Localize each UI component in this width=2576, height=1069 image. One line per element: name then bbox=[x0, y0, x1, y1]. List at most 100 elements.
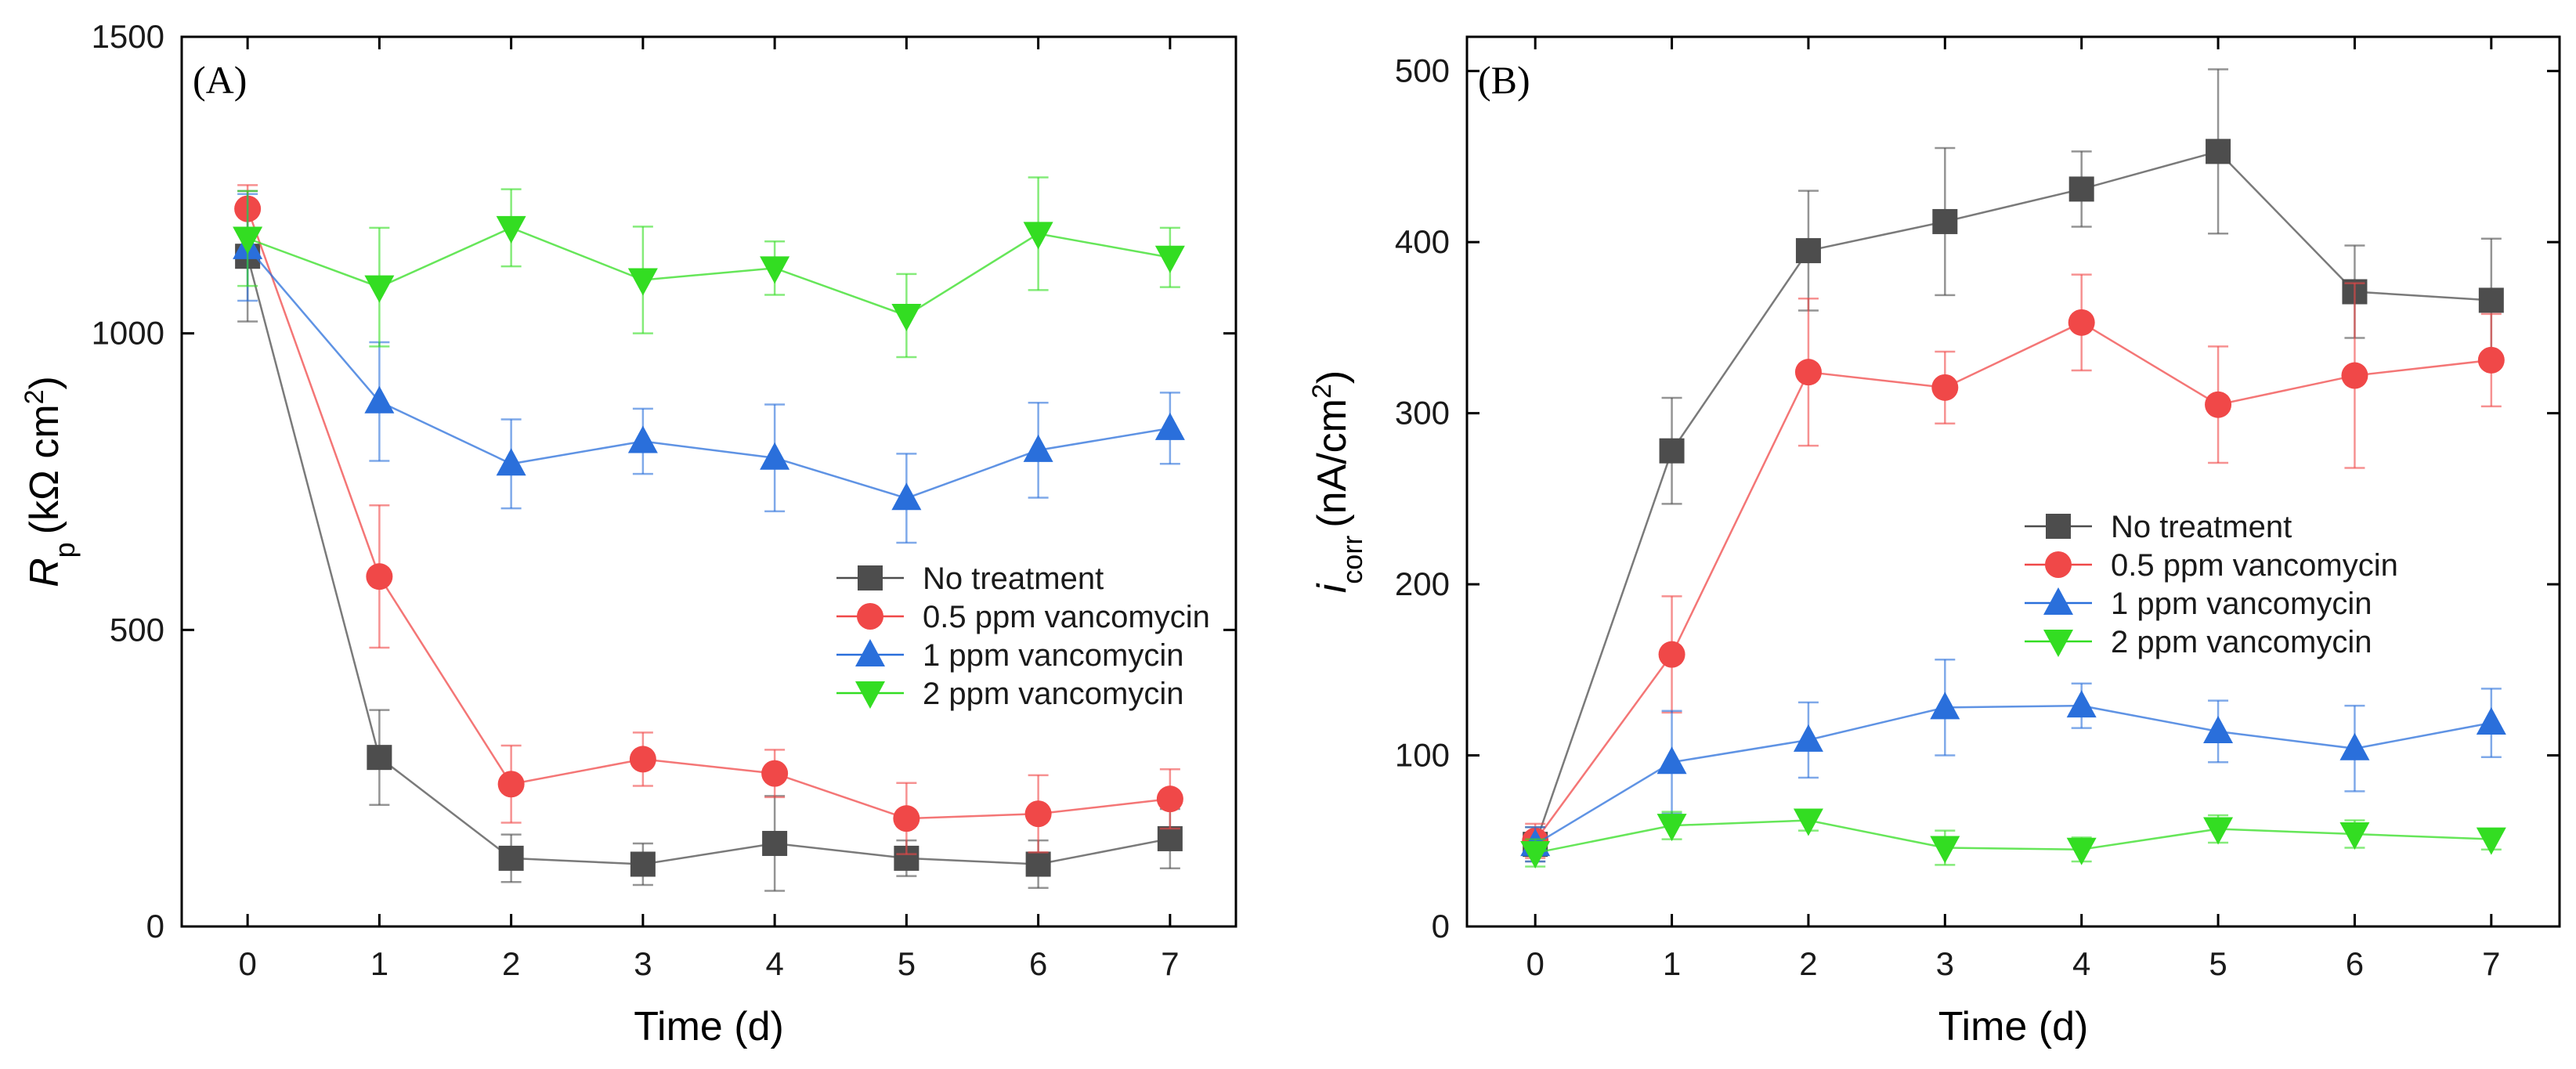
data-point-b-3 bbox=[2476, 827, 2506, 855]
data-point-b-3 bbox=[2203, 817, 2234, 845]
series-a-2 bbox=[233, 193, 1185, 544]
data-point-a-1 bbox=[893, 805, 920, 832]
data-point-b-2 bbox=[1930, 692, 1960, 720]
data-point-a-2 bbox=[1154, 412, 1185, 440]
data-point-b-0 bbox=[2068, 176, 2094, 202]
data-point-b-1 bbox=[1931, 374, 1959, 401]
y-axis-title-sub-a: p bbox=[49, 542, 81, 558]
data-point-a-0 bbox=[762, 830, 788, 856]
data-point-a-0 bbox=[1025, 851, 1051, 877]
legend-label-b-1: 0.5 ppm vancomycin bbox=[2111, 548, 2398, 583]
legend-label-a-3: 2 ppm vancomycin bbox=[923, 677, 1183, 711]
x-tick-label-a: 1 bbox=[370, 945, 388, 982]
plot-frame-a bbox=[180, 35, 1237, 928]
data-point-b-0 bbox=[2206, 139, 2231, 164]
y-tick-label-b: 0 bbox=[1432, 908, 1450, 944]
y-axis-title-b: icorr (nA/cm2) bbox=[1307, 370, 1368, 594]
series-line-a-0 bbox=[246, 255, 1171, 865]
x-tick-label-b: 3 bbox=[1936, 945, 1954, 982]
data-point-a-2 bbox=[1023, 434, 1053, 462]
data-point-b-1 bbox=[2477, 346, 2505, 374]
x-tick-label-b: 6 bbox=[2346, 945, 2364, 982]
legend-label-a-0: No treatment bbox=[923, 562, 1104, 596]
data-point-b-2 bbox=[1793, 724, 1823, 752]
data-point-b-1 bbox=[2068, 309, 2095, 336]
data-point-a-2 bbox=[760, 442, 790, 470]
data-point-b-1 bbox=[2205, 391, 2232, 418]
data-point-b-2 bbox=[2203, 715, 2234, 743]
legend-marker-b-0 bbox=[2046, 514, 2071, 539]
series-line-b-3 bbox=[1534, 819, 2491, 854]
data-point-a-1 bbox=[1024, 800, 1052, 828]
data-point-b-3 bbox=[1657, 814, 1687, 842]
data-point-a-3 bbox=[233, 226, 263, 255]
y-axis-title-sup-a: 2 bbox=[20, 389, 49, 404]
x-tick-label-b: 0 bbox=[1526, 945, 1545, 982]
y-axis-title-a: Rp (kΩ cm2) bbox=[20, 376, 81, 587]
data-point-a-0 bbox=[1157, 825, 1183, 851]
x-tick-label-a: 2 bbox=[502, 945, 520, 982]
plot-frame-b bbox=[1465, 35, 2561, 928]
x-axis-title-b: Time (d) bbox=[1938, 1004, 2089, 1049]
series-line-b-2 bbox=[1534, 704, 2492, 846]
data-point-b-0 bbox=[1659, 438, 1685, 464]
x-tick-label-a: 0 bbox=[238, 945, 256, 982]
data-point-a-0 bbox=[630, 851, 656, 877]
panel-label-a: (A) bbox=[193, 58, 247, 102]
data-point-b-0 bbox=[1795, 238, 1821, 264]
y-tick-label-a: 1000 bbox=[92, 315, 164, 352]
y-tick-label-b: 100 bbox=[1395, 737, 1450, 774]
data-point-b-3 bbox=[2066, 837, 2097, 865]
x-tick-label-b: 1 bbox=[1663, 945, 1681, 982]
data-point-a-2 bbox=[627, 425, 658, 453]
series-a-3 bbox=[233, 176, 1185, 359]
legend-label-b-3: 2 ppm vancomycin bbox=[2111, 625, 2372, 659]
x-tick-label-a: 4 bbox=[765, 945, 783, 982]
legend-marker-a-3 bbox=[855, 681, 885, 709]
chart-panel-b: 0 1 2 3 4 5 6 7 0 100 200 300 400 500 Time (d) icorr (nA… bbox=[1307, 35, 2561, 1049]
legend-marker-b-3 bbox=[2043, 630, 2073, 657]
x-tick-label-b: 2 bbox=[1799, 945, 1817, 982]
data-point-a-2 bbox=[891, 482, 922, 511]
x-tick-label-a: 3 bbox=[634, 945, 652, 982]
data-point-a-3 bbox=[496, 215, 526, 244]
legend-b: No treatment 0.5 ppm vancomycin 1 ppm vanc… bbox=[2025, 510, 2398, 659]
legend-label-b-0: No treatment bbox=[2111, 510, 2292, 544]
data-point-b-2 bbox=[2066, 690, 2097, 718]
y-axis-title-sub-b: corr bbox=[1336, 536, 1368, 584]
series-b-3 bbox=[1520, 808, 2506, 869]
data-point-b-2 bbox=[2476, 707, 2506, 735]
data-point-a-3 bbox=[364, 275, 395, 303]
x-axis-title-a: Time (d) bbox=[634, 1004, 784, 1049]
data-point-b-3 bbox=[2339, 822, 2370, 851]
data-point-a-0 bbox=[498, 845, 524, 871]
series-line-b-1 bbox=[1534, 321, 2491, 842]
data-point-b-1 bbox=[1658, 641, 1685, 668]
y-axis-title-unit-b: (nA/cm bbox=[1310, 399, 1355, 528]
y-tick-label-b: 400 bbox=[1395, 223, 1450, 260]
data-point-a-3 bbox=[627, 268, 658, 296]
data-point-a-1 bbox=[761, 760, 789, 787]
data-point-b-0 bbox=[2478, 287, 2504, 313]
data-point-a-2 bbox=[364, 385, 395, 414]
data-point-a-1 bbox=[366, 563, 393, 590]
legend-marker-a-1 bbox=[857, 603, 883, 630]
y-tick-label-b: 200 bbox=[1395, 565, 1450, 602]
x-tick-label-b: 4 bbox=[2072, 945, 2090, 982]
series-line-a-1 bbox=[246, 208, 1171, 820]
legend-label-a-2: 1 ppm vancomycin bbox=[923, 638, 1183, 673]
y-tick-label-a: 0 bbox=[146, 908, 164, 944]
y-axis-title-sup-b: 2 bbox=[1307, 384, 1337, 399]
y-tick-label-b: 300 bbox=[1395, 395, 1450, 432]
data-point-a-1 bbox=[497, 771, 525, 798]
legend-marker-a-2 bbox=[855, 639, 885, 666]
data-point-b-3 bbox=[1793, 808, 1823, 836]
data-point-a-2 bbox=[496, 448, 526, 476]
x-tick-label-a: 6 bbox=[1029, 945, 1047, 982]
y-axis-title-main-a: R bbox=[22, 558, 67, 587]
y-axis-title-close-b: ) bbox=[1310, 370, 1355, 384]
data-point-b-1 bbox=[2341, 362, 2368, 389]
series-line-a-3 bbox=[247, 226, 1171, 317]
